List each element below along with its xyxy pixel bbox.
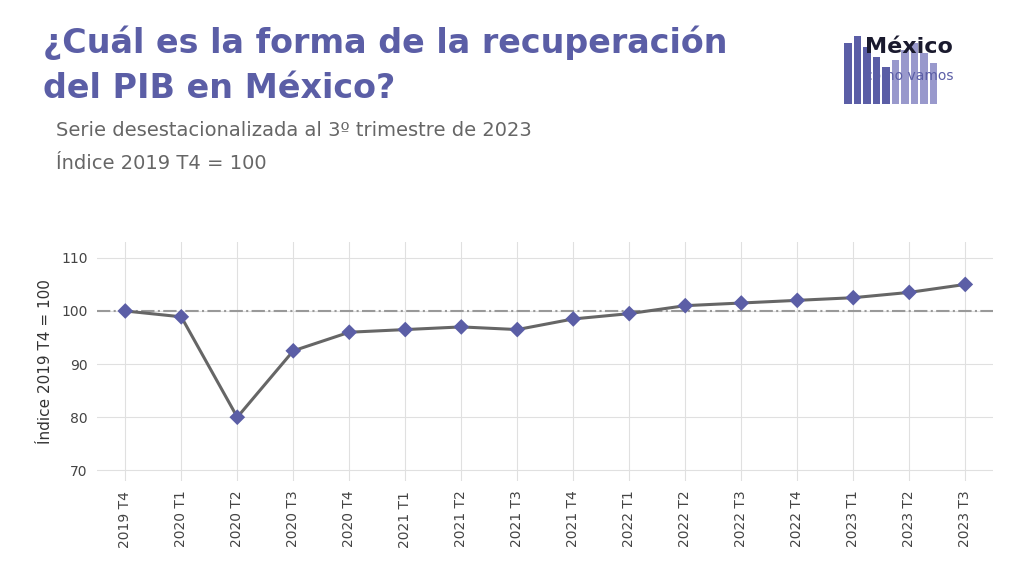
Text: Índice 2019 T4 = 100: Índice 2019 T4 = 100	[56, 154, 267, 173]
Bar	[910, 43, 919, 104]
Point	[845, 293, 861, 302]
Bar	[863, 47, 871, 104]
Point	[285, 346, 301, 355]
Bar	[854, 36, 861, 104]
Bar	[883, 67, 890, 104]
Bar	[892, 60, 899, 104]
Bar	[901, 50, 909, 104]
Text: cómo vamos: cómo vamos	[865, 69, 953, 83]
Text: del PIB en México?: del PIB en México?	[43, 72, 395, 105]
Point	[733, 298, 750, 308]
Bar	[930, 63, 937, 104]
Text: ELABORADO POR MÉXICO, ¿CÓMO VAMOS? CON DATOS DEL INEGI: ELABORADO POR MÉXICO, ¿CÓMO VAMOS? CON D…	[12, 550, 472, 565]
Text: ¿Cuál es la forma de la recuperación: ¿Cuál es la forma de la recuperación	[43, 26, 727, 60]
Point	[453, 323, 469, 332]
Bar	[921, 54, 928, 104]
Point	[565, 314, 582, 324]
Point	[173, 312, 189, 321]
Text: Serie desestacionalizada al 3º trimestre de 2023: Serie desestacionalizada al 3º trimestre…	[56, 121, 532, 140]
Y-axis label: Índice 2019 T4 = 100: Índice 2019 T4 = 100	[38, 279, 52, 444]
Text: México: México	[865, 37, 953, 58]
Point	[117, 306, 133, 316]
Bar	[845, 43, 852, 104]
Point	[509, 325, 525, 334]
Point	[397, 325, 414, 334]
Point	[341, 328, 357, 337]
Point	[901, 288, 918, 297]
Bar	[872, 56, 881, 104]
Point	[677, 301, 693, 310]
Point	[957, 280, 974, 289]
Point	[790, 295, 806, 305]
Point	[229, 412, 246, 422]
Point	[622, 309, 638, 318]
